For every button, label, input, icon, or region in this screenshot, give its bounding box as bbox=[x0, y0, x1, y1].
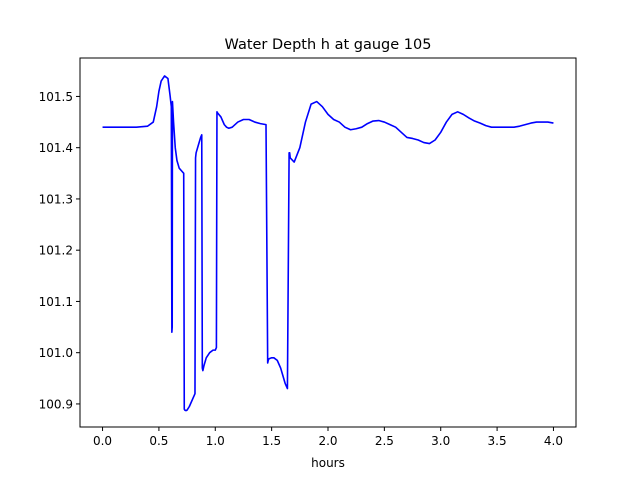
x-tick-label: 2.5 bbox=[375, 434, 394, 448]
x-tick-label: 0.5 bbox=[149, 434, 168, 448]
x-tick-label: 4.0 bbox=[544, 434, 563, 448]
y-tick-label: 101.4 bbox=[39, 141, 73, 155]
x-tick-label: 0.0 bbox=[93, 434, 112, 448]
series-line-1 bbox=[102, 75, 554, 412]
plot-area bbox=[102, 75, 554, 412]
x-tick-label: 1.0 bbox=[206, 434, 225, 448]
y-tick-label: 101.1 bbox=[39, 295, 73, 309]
y-tick-label: 100.9 bbox=[39, 397, 73, 411]
x-tick-label: 3.0 bbox=[431, 434, 450, 448]
y-tick-label: 101.2 bbox=[39, 244, 73, 258]
y-tick-label: 101.5 bbox=[39, 90, 73, 104]
x-axis-label: hours bbox=[311, 456, 345, 470]
y-tick-label: 101.0 bbox=[39, 346, 73, 360]
x-tick-label: 1.5 bbox=[262, 434, 281, 448]
x-tick-label: 2.0 bbox=[318, 434, 337, 448]
chart-title: Water Depth h at gauge 105 bbox=[225, 37, 432, 53]
x-tick-label: 3.5 bbox=[488, 434, 507, 448]
y-tick-label: 101.3 bbox=[39, 192, 73, 206]
axes: 0.0 0.5 1.0 1.5 2.0 2.5 3.0 3.5 4.0 100.9 101.0 101… bbox=[39, 57, 577, 448]
